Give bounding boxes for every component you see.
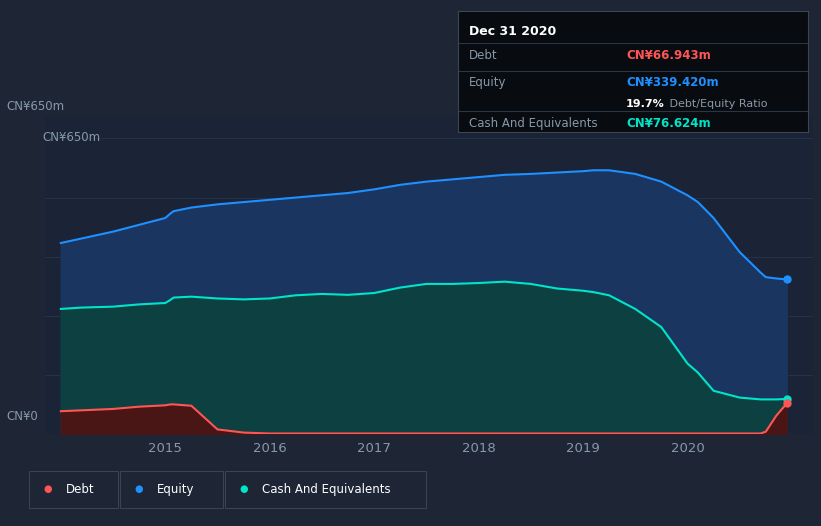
Text: ●: ● — [135, 484, 143, 494]
Text: Cash And Equivalents: Cash And Equivalents — [262, 483, 391, 495]
Text: ●: ● — [44, 484, 52, 494]
Text: ●: ● — [240, 484, 248, 494]
Text: Debt: Debt — [469, 49, 498, 62]
Text: Debt/Equity Ratio: Debt/Equity Ratio — [666, 99, 768, 109]
Text: 19.7%: 19.7% — [626, 99, 665, 109]
Text: Equity: Equity — [157, 483, 195, 495]
Text: Dec 31 2020: Dec 31 2020 — [469, 25, 556, 38]
Text: CN¥76.624m: CN¥76.624m — [626, 117, 711, 130]
Text: CN¥0: CN¥0 — [7, 410, 39, 423]
Text: Equity: Equity — [469, 76, 506, 89]
Text: Cash And Equivalents: Cash And Equivalents — [469, 117, 597, 130]
Text: CN¥650m: CN¥650m — [42, 132, 100, 144]
Text: CN¥66.943m: CN¥66.943m — [626, 49, 711, 62]
Text: CN¥650m: CN¥650m — [7, 100, 65, 113]
Text: Debt: Debt — [66, 483, 94, 495]
Text: CN¥339.420m: CN¥339.420m — [626, 76, 718, 89]
